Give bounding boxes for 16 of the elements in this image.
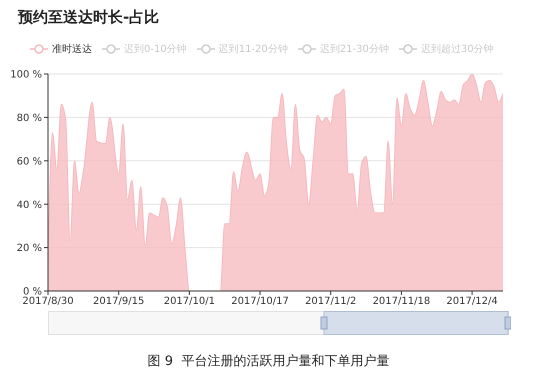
y-tick-label: 60 % (16, 156, 42, 168)
caption: 图 9 平台注册的活跃用户量和下单用户量 (146, 353, 390, 370)
x-tick-label: 2017/10/17 (231, 296, 289, 308)
y-tick-label: 20 % (16, 243, 42, 254)
x-tick-label: 2017/11/2 (305, 296, 356, 308)
chart-title: 预约至送达时长-占比 (18, 8, 160, 27)
x-tick-label: 2017/10/1 (164, 296, 215, 308)
x-tick-label: 2017/8/30 (22, 296, 74, 308)
x-tick-label: 2017/12/4 (446, 296, 498, 308)
y-tick-label: 100 % (10, 70, 42, 81)
y-tick-label: 80 % (16, 112, 42, 124)
x-tick-label: 2017/11/18 (372, 296, 430, 308)
x-tick-label: 2017/9/15 (93, 296, 144, 308)
y-tick-label: 0 % (22, 286, 42, 298)
legend-label: 准时送达 (52, 42, 92, 56)
y-tick-label: 40 % (16, 200, 42, 211)
